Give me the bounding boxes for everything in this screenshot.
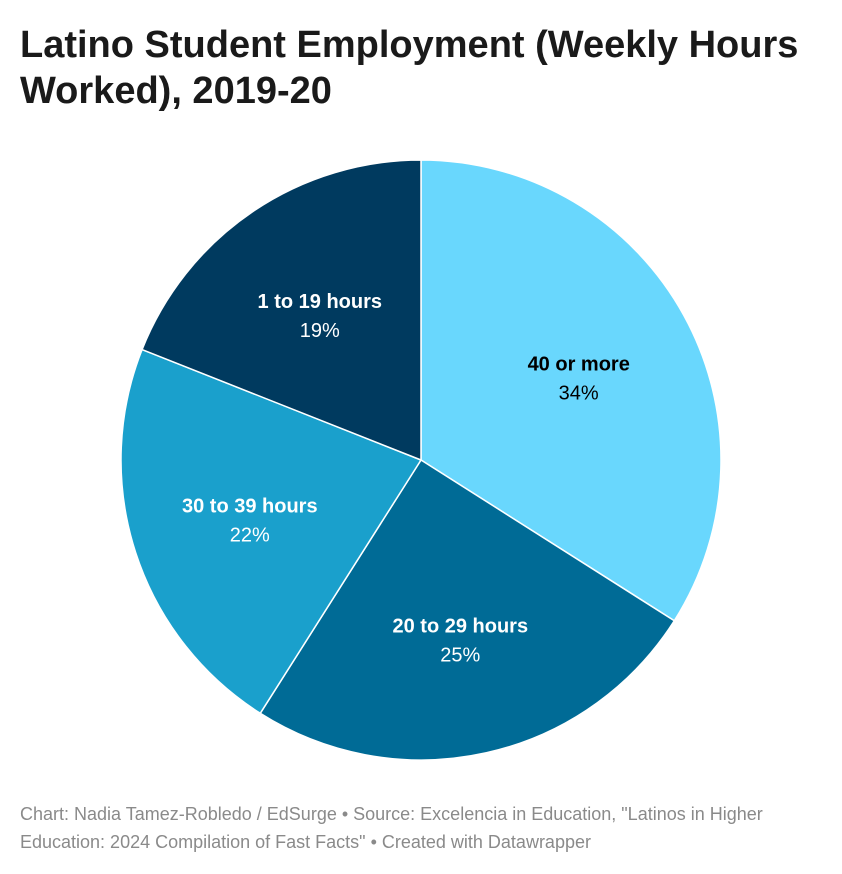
slice-value-20-to-29-hours: 25% <box>440 645 480 667</box>
pie-slices <box>120 159 722 761</box>
slice-value-40-or-more: 34% <box>559 382 599 404</box>
slice-value-1-to-19-hours: 19% <box>300 320 340 342</box>
pie-slice-30-to-39-hours <box>120 348 422 715</box>
pie-slice-1-to-19-hours <box>141 159 422 461</box>
chart-title: Latino Student Employment (Weekly Hours … <box>20 24 799 112</box>
slice-label-1-to-19-hours: 1 to 19 hours <box>258 291 382 313</box>
slice-label-30-to-39-hours: 30 to 39 hours <box>182 496 318 518</box>
chart-footer: Chart: Nadia Tamez-Robledo / EdSurge • S… <box>20 804 763 852</box>
slice-label-20-to-29-hours: 20 to 29 hours <box>392 616 528 638</box>
slice-label-40-or-more: 40 or more <box>528 353 630 375</box>
pie-labels: 40 or more 34% 20 to 29 hours 25% 30 to 39 h… <box>182 291 630 667</box>
pie-slice-40-or-more <box>420 159 722 622</box>
pie-slice-20-to-29-hours <box>259 459 676 761</box>
slice-value-30-to-39-hours: 22% <box>230 525 270 547</box>
